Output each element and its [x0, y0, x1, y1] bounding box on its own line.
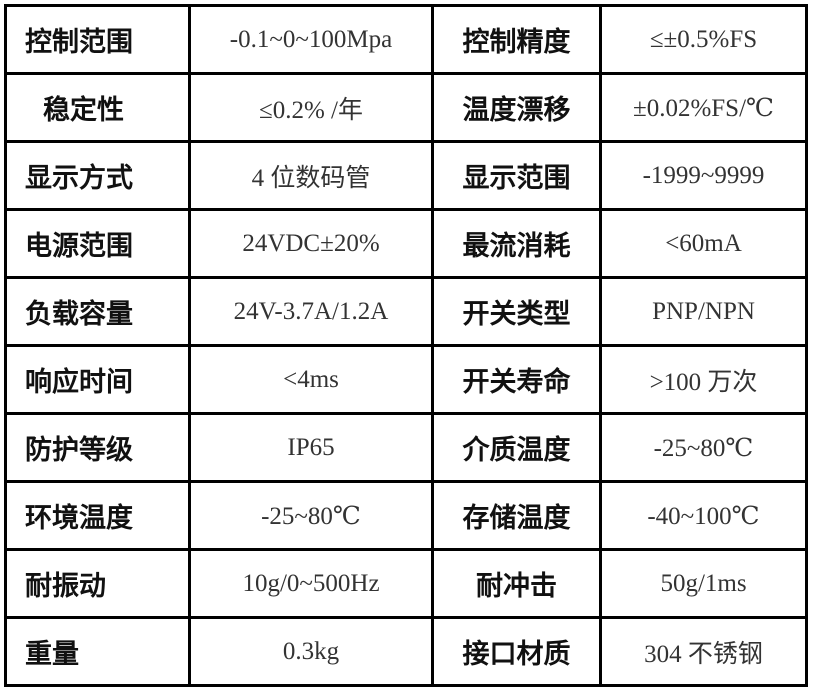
spec-label: 环境温度 [4, 480, 191, 551]
spec-value: 24VDC±20% [188, 208, 434, 279]
spec-value: -40~100℃ [599, 480, 808, 551]
table-row: 控制范围 -0.1~0~100Mpa 控制精度 ≤±0.5%FS [4, 4, 808, 75]
table-row: 响应时间 <4ms 开关寿命 >100 万次 [4, 344, 808, 415]
spec-value: ≤±0.5%FS [599, 4, 808, 75]
spec-label: 耐冲击 [431, 548, 602, 619]
table-row: 耐振动 10g/0~500Hz 耐冲击 50g/1ms [4, 548, 808, 619]
spec-label: 存储温度 [431, 480, 602, 551]
spec-label: 响应时间 [4, 344, 191, 415]
table-row: 防护等级 IP65 介质温度 -25~80℃ [4, 412, 808, 483]
spec-label: 开关寿命 [431, 344, 602, 415]
spec-label: 防护等级 [4, 412, 191, 483]
spec-value: >100 万次 [599, 344, 808, 415]
spec-label: 耐振动 [4, 548, 191, 619]
spec-value: -0.1~0~100Mpa [188, 4, 434, 75]
spec-label: 控制精度 [431, 4, 602, 75]
spec-label: 接口材质 [431, 616, 602, 687]
spec-table-body: 控制范围 -0.1~0~100Mpa 控制精度 ≤±0.5%FS 稳定性 ≤0.2% /年… [4, 4, 808, 687]
spec-label: 重量 [4, 616, 191, 687]
spec-value: ≤0.2% /年 [188, 72, 434, 143]
spec-value: -25~80℃ [188, 480, 434, 551]
spec-label: 温度漂移 [431, 72, 602, 143]
spec-value: <4ms [188, 344, 434, 415]
spec-label: 开关类型 [431, 276, 602, 347]
spec-label: 介质温度 [431, 412, 602, 483]
spec-value: IP65 [188, 412, 434, 483]
spec-value: -25~80℃ [599, 412, 808, 483]
spec-label: 显示范围 [431, 140, 602, 211]
spec-value: 304 不锈钢 [599, 616, 808, 687]
spec-value: <60mA [599, 208, 808, 279]
table-row: 重量 0.3kg 接口材质 304 不锈钢 [4, 616, 808, 687]
table-row: 电源范围 24VDC±20% 最流消耗 <60mA [4, 208, 808, 279]
spec-value: 0.3kg [188, 616, 434, 687]
table-row: 负载容量 24V-3.7A/1.2A 开关类型 PNP/NPN [4, 276, 808, 347]
spec-value: 10g/0~500Hz [188, 548, 434, 619]
table-row: 稳定性 ≤0.2% /年 温度漂移 ±0.02%FS/℃ [4, 72, 808, 143]
spec-value: 4 位数码管 [188, 140, 434, 211]
spec-value: PNP/NPN [599, 276, 808, 347]
spec-value: 24V-3.7A/1.2A [188, 276, 434, 347]
spec-label: 稳定性 [4, 72, 191, 143]
spec-label: 负载容量 [4, 276, 191, 347]
spec-label: 电源范围 [4, 208, 191, 279]
spec-value: 50g/1ms [599, 548, 808, 619]
spec-label: 显示方式 [4, 140, 191, 211]
spec-value: ±0.02%FS/℃ [599, 72, 808, 143]
table-row: 显示方式 4 位数码管 显示范围 -1999~9999 [4, 140, 808, 211]
spec-value: -1999~9999 [599, 140, 808, 211]
spec-label: 最流消耗 [431, 208, 602, 279]
table-row: 环境温度 -25~80℃ 存储温度 -40~100℃ [4, 480, 808, 551]
spec-table: 控制范围 -0.1~0~100Mpa 控制精度 ≤±0.5%FS 稳定性 ≤0.2% /年… [4, 4, 808, 687]
spec-label: 控制范围 [4, 4, 191, 75]
